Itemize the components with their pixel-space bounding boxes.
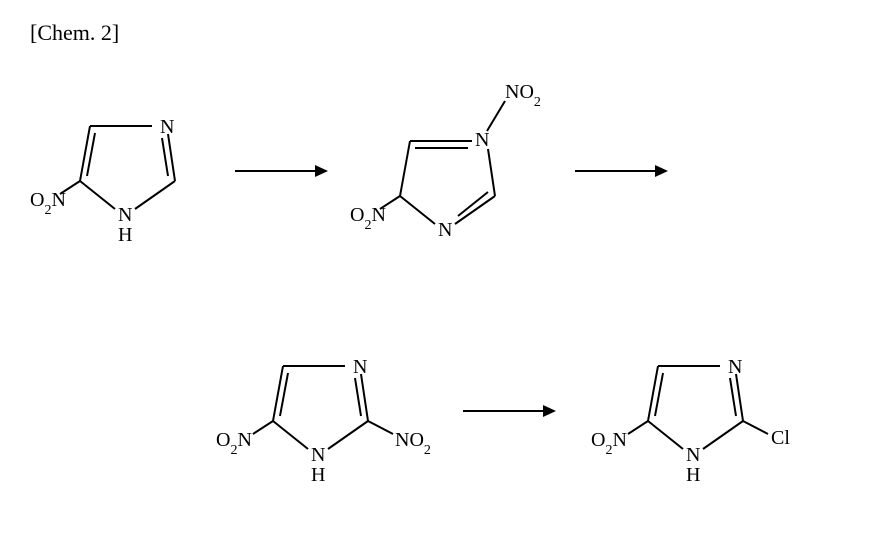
molecule-4-nitroimidazole: N N H O2N <box>30 91 210 256</box>
svg-text:N: N <box>160 116 174 138</box>
svg-text:O2N: O2N <box>350 204 386 233</box>
svg-text:N: N <box>311 444 325 466</box>
reaction-arrow <box>570 161 670 186</box>
svg-text:N: N <box>686 444 700 466</box>
svg-text:NO2: NO2 <box>505 81 541 110</box>
scheme-label: [Chem. 2] <box>30 20 866 46</box>
reaction-row-2: N N H O2N NO2 <box>130 331 866 496</box>
svg-text:H: H <box>311 464 325 486</box>
molecule-1-4-dinitroimidazole: N N NO2 O2N <box>350 76 550 271</box>
svg-text:N: N <box>438 219 452 241</box>
reaction-arrow <box>458 401 558 426</box>
svg-text:N: N <box>475 129 489 151</box>
svg-text:H: H <box>686 464 700 486</box>
svg-text:O2N: O2N <box>591 429 627 458</box>
svg-text:O2N: O2N <box>216 429 252 458</box>
reaction-row-1: N N H O2N <box>30 76 866 271</box>
svg-text:N: N <box>728 356 742 378</box>
svg-text:N: N <box>353 356 367 378</box>
svg-text:O2N: O2N <box>30 189 66 218</box>
svg-text:H: H <box>118 224 132 246</box>
svg-text:Cl: Cl <box>771 427 790 449</box>
svg-text:NO2: NO2 <box>395 429 431 458</box>
molecule-2-4-dinitroimidazole: N N H O2N NO2 <box>198 331 438 496</box>
reaction-arrow <box>230 161 330 186</box>
svg-text:N: N <box>118 204 132 226</box>
molecule-2-chloro-4-nitroimidazole: N N H O2N Cl <box>578 331 798 496</box>
